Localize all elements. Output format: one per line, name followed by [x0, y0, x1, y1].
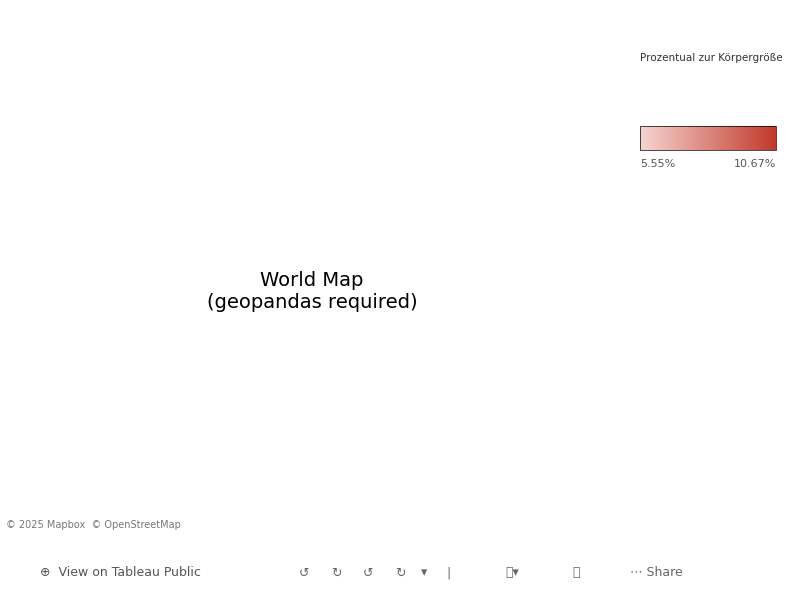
- Text: 10.67%: 10.67%: [734, 159, 776, 169]
- Text: |: |: [446, 566, 450, 580]
- Text: World Map
(geopandas required): World Map (geopandas required): [206, 271, 418, 311]
- Text: © 2025 Mapbox  © OpenStreetMap: © 2025 Mapbox © OpenStreetMap: [6, 520, 181, 530]
- Text: ⋯ Share: ⋯ Share: [630, 566, 682, 580]
- Text: ▾: ▾: [421, 566, 427, 580]
- Text: Prozentual zur Körpergröße: Prozentual zur Körpergröße: [640, 53, 782, 63]
- Text: ⬜: ⬜: [572, 566, 580, 580]
- Text: ↺: ↺: [298, 566, 310, 580]
- Text: 5.55%: 5.55%: [640, 159, 675, 169]
- Text: ⊕  View on Tableau Public: ⊕ View on Tableau Public: [40, 566, 201, 580]
- Text: ↻: ↻: [394, 566, 406, 580]
- Text: ⬛▾: ⬛▾: [505, 566, 519, 580]
- Text: ↺: ↺: [362, 566, 374, 580]
- Text: ↻: ↻: [330, 566, 342, 580]
